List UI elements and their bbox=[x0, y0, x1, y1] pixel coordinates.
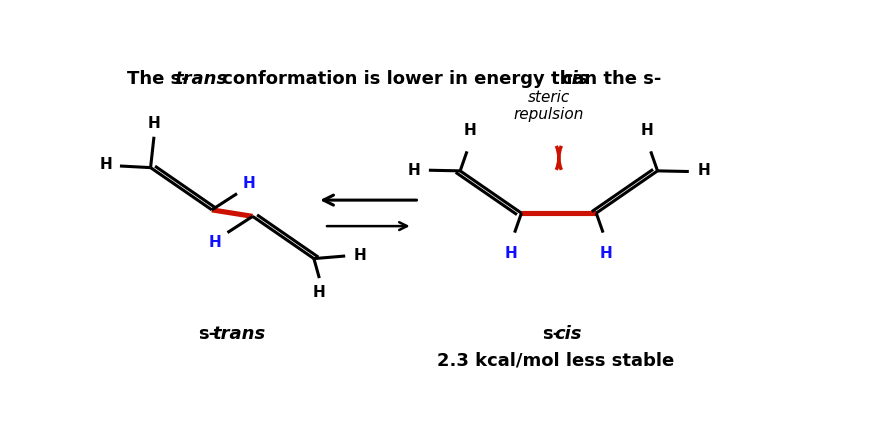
Text: H: H bbox=[100, 157, 112, 172]
Text: H: H bbox=[312, 285, 325, 300]
Text: trans: trans bbox=[211, 325, 265, 343]
Text: steric
repulsion: steric repulsion bbox=[513, 90, 583, 122]
Text: H: H bbox=[696, 163, 709, 179]
Text: H: H bbox=[353, 248, 366, 263]
Text: s-: s- bbox=[198, 325, 216, 343]
Text: H: H bbox=[407, 163, 420, 179]
Text: conformation is lower in energy than the s-: conformation is lower in energy than the… bbox=[216, 70, 660, 88]
Text: trans: trans bbox=[175, 70, 228, 88]
Text: H: H bbox=[243, 176, 255, 191]
Text: H: H bbox=[599, 246, 612, 261]
Text: s-: s- bbox=[541, 325, 560, 343]
Text: H: H bbox=[147, 116, 160, 131]
Text: cis: cis bbox=[553, 325, 581, 343]
Text: The s-: The s- bbox=[126, 70, 189, 88]
Text: H: H bbox=[209, 235, 221, 250]
Text: cis: cis bbox=[560, 70, 588, 88]
Text: H: H bbox=[463, 123, 476, 138]
Text: H: H bbox=[504, 246, 517, 261]
Text: 2.3 kcal/mol less stable: 2.3 kcal/mol less stable bbox=[437, 351, 674, 369]
Text: H: H bbox=[640, 123, 653, 138]
